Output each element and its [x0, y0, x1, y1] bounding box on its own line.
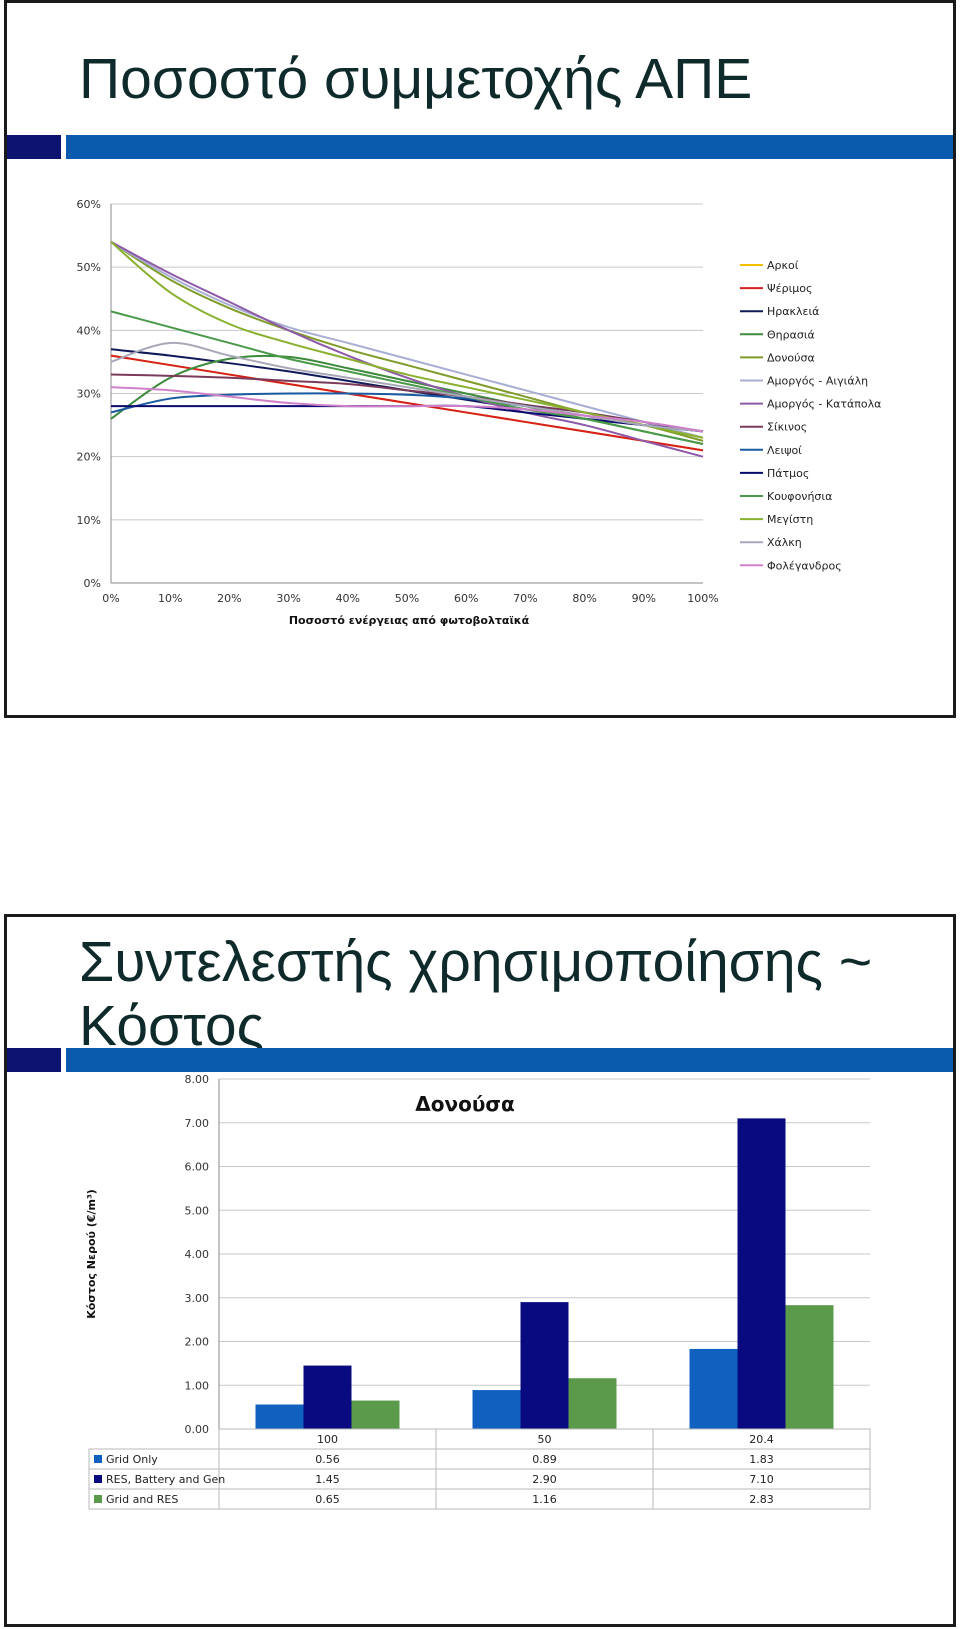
x-tick-label: 90% [632, 592, 656, 605]
series-line [110, 373, 704, 433]
bar [472, 1390, 521, 1429]
data-table-value: 0.65 [315, 1493, 340, 1506]
x-tick-label: 50% [395, 592, 419, 605]
legend-label: Θηρασιά [767, 328, 815, 341]
legend-label: Χάλκη [767, 536, 802, 549]
x-tick-label: 30% [276, 592, 300, 605]
y-tick-label: 3.00 [185, 1292, 210, 1305]
slide-renewables-share: Ποσοστό συμμετοχής ΑΠΕ 0% 10% 20% 30% 40% 50%… [4, 0, 956, 718]
accent-square [7, 135, 61, 159]
legend-key [94, 1475, 102, 1483]
bar-chart: 0.00 1.00 2.00 3.00 4.00 5.00 6.00 7.00 8.00 Δονο… [85, 1073, 871, 1510]
bar [303, 1365, 352, 1429]
legend-label: Grid Only [106, 1453, 158, 1466]
legend-label: Πάτμος [767, 467, 809, 480]
y-tick-label: 6.00 [185, 1161, 210, 1174]
legend-label: Αρκοί [767, 259, 799, 272]
slide-title: Συντελεστής χρησιμοποίησης ~ Κόστος [79, 930, 872, 1058]
legend-label: RES, Battery and Gen [106, 1473, 225, 1486]
legend-label: Grid and RES [106, 1493, 178, 1506]
x-tick-label: 70% [513, 592, 537, 605]
slide-utilization-cost: Συντελεστής χρησιμοποίησης ~ Κόστος 0.00… [4, 914, 956, 1627]
legend-key [94, 1495, 102, 1503]
y-tick-label: 40% [77, 324, 101, 337]
y-tick-label: 1.00 [185, 1379, 210, 1392]
x-tick-label: 10% [158, 592, 182, 605]
bar [520, 1302, 569, 1429]
accent-stripe [66, 135, 953, 159]
y-tick-label: 0% [84, 577, 101, 590]
y-tick-label: 7.00 [185, 1117, 210, 1130]
legend-label: Φολέγανδρος [767, 559, 842, 572]
data-table-value: 7.10 [749, 1473, 774, 1486]
bar [568, 1378, 617, 1429]
bar [737, 1118, 786, 1429]
bar [351, 1400, 400, 1429]
category-label: 50 [538, 1433, 552, 1446]
legend-label: Λειψοί [767, 444, 802, 457]
y-tick-label: 10% [77, 514, 101, 527]
y-tick-label: 4.00 [185, 1248, 210, 1261]
y-tick-label: 20% [77, 451, 101, 464]
x-tick-label: 0% [102, 592, 119, 605]
legend-label: Αμοργός - Αιγιάλη [767, 375, 868, 388]
data-table-value: 1.16 [532, 1493, 557, 1506]
series-line [110, 241, 704, 439]
y-tick-label: 2.00 [185, 1336, 210, 1349]
category-label: 100 [317, 1433, 338, 1446]
accent-stripe [66, 1048, 953, 1072]
data-table-value: 0.89 [532, 1453, 557, 1466]
legend-label: Ψέριμος [767, 282, 813, 295]
series-line [110, 341, 704, 433]
y-tick-label: 60% [77, 198, 101, 211]
series-line [110, 241, 704, 442]
series-line [110, 354, 704, 452]
x-tick-label: 100% [687, 592, 718, 605]
bar [689, 1348, 738, 1429]
data-table-value: 0.56 [315, 1453, 340, 1466]
y-tick-label: 5.00 [185, 1204, 210, 1217]
y-tick-label: 8.00 [185, 1073, 210, 1086]
data-table-value: 1.45 [315, 1473, 340, 1486]
data-table-value: 2.83 [749, 1493, 774, 1506]
legend-label: Αμοργός - Κατάπολα [767, 398, 881, 411]
slide-title-line-1: Συντελεστής χρησιμοποίησης ~ [79, 930, 873, 994]
x-tick-label: 80% [572, 592, 596, 605]
slide-title-line-2: Κόστος [79, 994, 265, 1058]
x-tick-label: 60% [454, 592, 478, 605]
legend-label: Μεγίστη [767, 513, 813, 526]
x-axis-title: Ποσοστό ενέργειας από φωτοβολταϊκά [289, 614, 530, 627]
line-chart: 0% 10% 20% 30% 40% 50% 60% 0% 10% 20% 30% 40% 50% 60%… [77, 198, 882, 627]
series-line [110, 241, 704, 458]
slide-title: Ποσοστό συμμετοχής ΑΠΕ [79, 47, 753, 111]
legend-label: Σίκινος [767, 421, 807, 434]
legend-label: Κουφονήσια [767, 490, 832, 503]
category-label: 20.4 [749, 1433, 774, 1446]
chart-title: Δονούσα [415, 1092, 514, 1116]
accent-square [7, 1048, 61, 1072]
data-table-value: 2.90 [532, 1473, 557, 1486]
accent-bar [7, 135, 953, 159]
legend-label: Δονούσα [767, 351, 815, 364]
y-axis-title: Κόστος Νερού (€/m³) [85, 1189, 98, 1319]
y-tick-label: 50% [77, 261, 101, 274]
bar [785, 1305, 834, 1429]
legend-label: Ηρακλειά [767, 305, 819, 318]
bar [255, 1404, 304, 1429]
accent-bar [7, 1048, 953, 1072]
series-line [110, 310, 704, 446]
data-table-value: 1.83 [749, 1453, 774, 1466]
x-tick-label: 20% [217, 592, 241, 605]
legend-key [94, 1455, 102, 1463]
x-tick-label: 40% [336, 592, 360, 605]
series-line [110, 241, 704, 439]
series-line [110, 386, 704, 433]
y-tick-label: 0.00 [185, 1423, 210, 1436]
y-tick-label: 30% [77, 388, 101, 401]
